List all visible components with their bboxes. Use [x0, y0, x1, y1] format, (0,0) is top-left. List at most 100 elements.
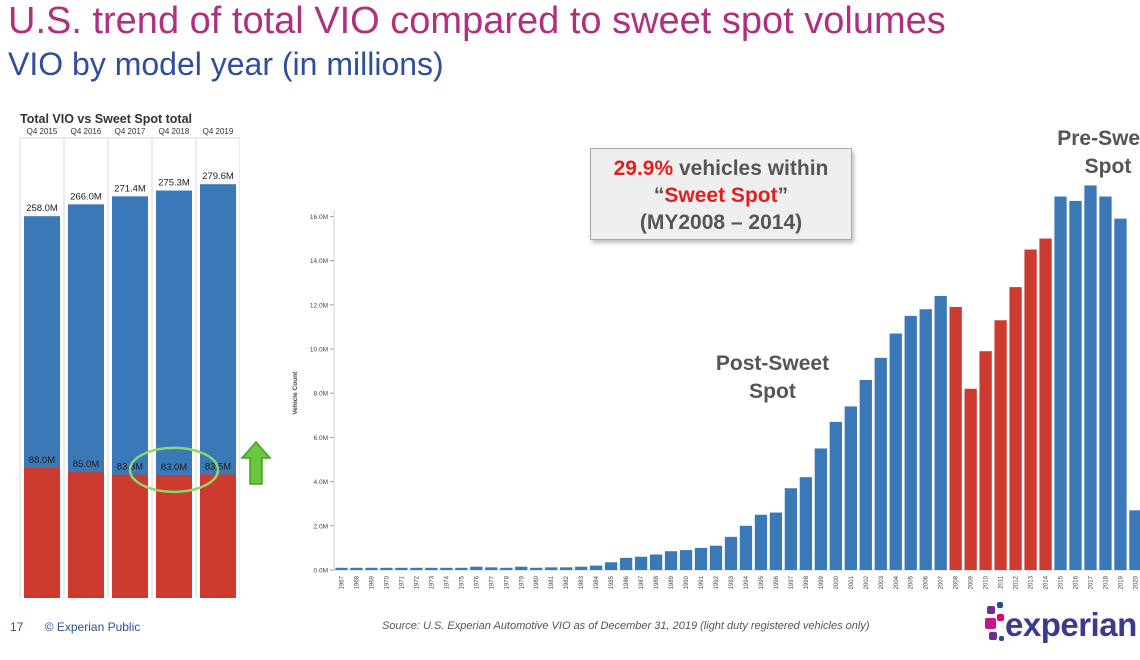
x-tick-label: 2013: [1029, 575, 1035, 589]
x-tick-label: 2011: [999, 575, 1005, 589]
classification: © Experian Public: [44, 620, 141, 634]
x-tick-label: 2018: [1103, 575, 1109, 589]
x-tick-label: 1970: [384, 575, 390, 589]
model-year-bar: [395, 567, 408, 570]
model-year-bar: [515, 566, 528, 570]
x-tick-label: 1996: [774, 575, 780, 589]
model-year-bar: [784, 488, 798, 570]
sweet-spot-bar: [964, 388, 977, 570]
x-tick-label: 2020: [1133, 575, 1139, 589]
x-tick-label: 1974: [444, 575, 450, 589]
model-year-bar: [724, 536, 738, 570]
x-tick-label: 1979: [519, 575, 525, 589]
y-tick-label: 16.0M: [310, 214, 328, 221]
model-year-bar: [694, 547, 708, 570]
model-year-bar: [889, 333, 902, 570]
model-year-bar: [904, 315, 917, 570]
callout-line1: vehicles within: [673, 157, 829, 180]
model-year-bar: [590, 565, 603, 570]
model-year-bar: [754, 514, 768, 570]
x-tick-label: 1984: [594, 575, 600, 589]
total-vio-label: 266.0M: [70, 191, 102, 202]
callout-range: (MY2008 – 2014): [639, 211, 803, 234]
x-tick-label: 2007: [939, 575, 945, 589]
total-vio-label: 279.6M: [202, 171, 234, 182]
x-tick-label: 1976: [474, 575, 480, 589]
sweet-spot-label: 88.0M: [29, 455, 55, 466]
x-tick-label: 1968: [354, 575, 360, 589]
y-tick-label: 6.0M: [314, 435, 328, 442]
model-year-bar: [575, 566, 588, 570]
model-year-bar: [410, 567, 423, 570]
x-tick-label: 1985: [609, 575, 615, 589]
x-tick-label: 1980: [534, 575, 540, 589]
x-tick-label: 1995: [759, 575, 765, 589]
callout-sweet-spot: Sweet Spot: [664, 184, 778, 207]
model-year-bar: [380, 567, 393, 570]
model-year-bar: [1114, 218, 1127, 571]
model-year-bar: [545, 567, 558, 570]
x-tick-label: 2016: [1074, 575, 1080, 589]
sweet-spot-bar: [1009, 287, 1022, 570]
x-tick-label: 1994: [744, 575, 750, 589]
logo-text: experian: [1005, 606, 1137, 643]
model-year-bar: [1099, 196, 1112, 570]
x-tick-label: 2014: [1044, 575, 1050, 589]
callout-quote-open: “: [653, 184, 665, 207]
main-bar-chart: 0.0M 2.0M 4.0M 6.0M 8.0M 10.0M 12.0M 14.0M 16.0M…: [292, 185, 1140, 589]
x-tick-label: 1998: [804, 575, 810, 589]
model-year-bar: [335, 567, 348, 570]
sweet-spot-bar: [949, 307, 962, 570]
model-year-bar: [530, 567, 543, 570]
post-label-line2: Spot: [749, 380, 796, 403]
x-tick-label: 2005: [909, 575, 915, 589]
model-year-bar: [1069, 200, 1082, 570]
x-tick-label: 1987: [639, 575, 645, 589]
pre-sweet-spot-label: Pre-Sweet Spot: [1038, 125, 1140, 181]
model-year-bar: [619, 557, 633, 570]
left-category-label: Q4 2016: [71, 127, 102, 136]
x-tick-label: 1986: [624, 575, 630, 589]
logo-dot: [999, 636, 1004, 641]
x-tick-label: 1990: [684, 575, 690, 589]
x-tick-label: 2006: [924, 575, 930, 589]
y-tick-label: 8.0M: [314, 391, 328, 398]
x-tick-label: 2012: [1014, 575, 1020, 589]
model-year-bar: [500, 567, 513, 570]
pre-label-line2: Spot: [1084, 155, 1132, 178]
left-category-label: Q4 2015: [27, 127, 58, 136]
x-tick-label: 1982: [564, 575, 570, 589]
left-category-label: Q4 2019: [203, 127, 234, 136]
up-arrow-icon: [240, 440, 272, 485]
sweet-spot-bar: [68, 472, 104, 598]
model-year-bar: [739, 525, 753, 570]
x-tick-label: 1991: [699, 575, 705, 589]
y-tick-label: 10.0M: [310, 347, 328, 354]
callout-percent: 29.9%: [613, 157, 674, 180]
logo-dot: [997, 614, 1004, 621]
model-year-bar: [649, 554, 663, 570]
x-tick-label: 1993: [729, 575, 735, 589]
page-title: U.S. trend of total VIO compared to swee…: [8, 0, 946, 42]
model-year-bar: [470, 566, 483, 570]
model-year-bar: [664, 551, 678, 570]
x-tick-label: 1977: [489, 575, 495, 589]
x-tick-label: 2001: [849, 575, 855, 589]
x-tick-label: 2017: [1088, 575, 1094, 589]
model-year-bar: [1129, 510, 1140, 570]
model-year-bar: [485, 567, 498, 570]
x-tick-label: 2003: [879, 575, 885, 589]
x-tick-label: 2009: [969, 575, 975, 589]
y-tick-label: 12.0M: [310, 302, 328, 309]
y-axis-label: Vehicle Count: [292, 371, 299, 415]
left-chart-title: Total VIO vs Sweet Spot total: [20, 112, 192, 126]
sweet-spot-label: 85.0M: [73, 459, 99, 470]
model-year-bar: [455, 567, 468, 570]
x-tick-label: 2010: [984, 575, 990, 589]
x-tick-label: 2000: [834, 575, 840, 589]
x-tick-label: 1972: [414, 575, 420, 589]
model-year-bar: [799, 477, 813, 570]
model-year-bar: [634, 556, 648, 570]
model-year-bar: [859, 379, 872, 570]
model-year-bar: [934, 295, 947, 570]
